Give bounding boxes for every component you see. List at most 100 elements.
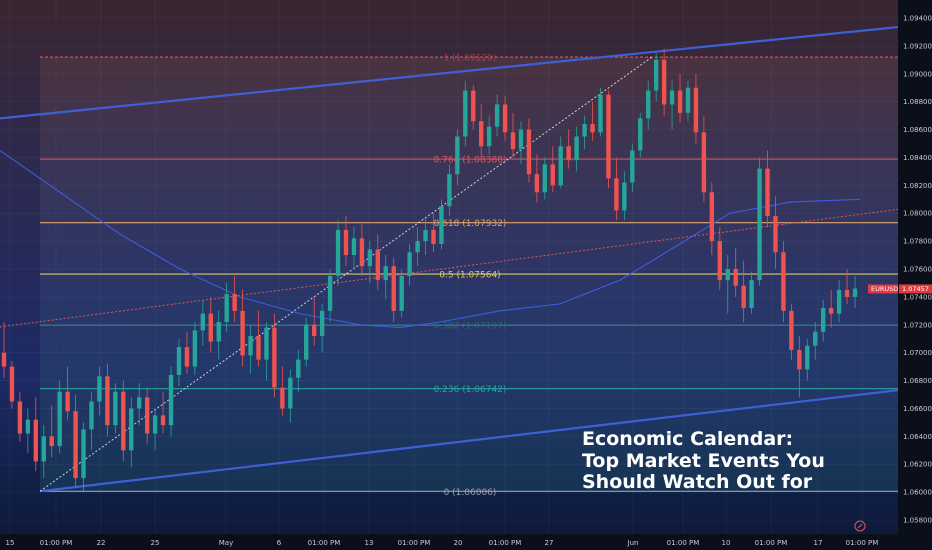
- x-tick-label: 01:00 PM: [489, 539, 522, 547]
- candle-body: [685, 87, 691, 113]
- candle-body: [335, 229, 341, 276]
- price-axis-ticks: 1.09400 1.09200 1.09000 1.08800 1.08600 1.084…: [903, 15, 932, 525]
- fib-label: 1 (1.09120): [444, 54, 497, 64]
- price-channel[interactable]: [0, 22, 932, 493]
- candle-body: [582, 123, 587, 137]
- candle-body: [81, 429, 86, 479]
- y-tick-label: 1.08200: [903, 182, 932, 190]
- y-tick-label: 1.09400: [903, 15, 932, 23]
- candle-body: [844, 289, 850, 297]
- candle-body: [598, 94, 603, 133]
- candle-body: [41, 436, 46, 462]
- candle-body: [805, 345, 810, 370]
- y-tick-label: 1.08800: [903, 98, 932, 106]
- x-tick-label: 01:00 PM: [308, 539, 341, 547]
- x-tick-label: 25: [151, 539, 160, 547]
- candle-body: [852, 288, 858, 297]
- y-tick-label: 1.08400: [903, 154, 932, 162]
- y-tick-label: 1.08600: [903, 126, 932, 134]
- candle-body: [97, 376, 102, 402]
- candle-body: [272, 327, 277, 388]
- candle-body: [65, 391, 70, 412]
- candle-body: [383, 266, 388, 281]
- fib-label: 0.618 (1.07932): [434, 219, 507, 229]
- candle-body: [367, 249, 373, 267]
- settings-icon[interactable]: [854, 520, 866, 532]
- candle-body: [789, 310, 794, 350]
- fib-trend-line[interactable]: [39, 56, 653, 492]
- headline: Economic Calendar: Top Market Events You…: [582, 428, 825, 493]
- candle-body: [661, 59, 667, 105]
- candle-body: [17, 401, 23, 434]
- candle-body: [820, 308, 826, 332]
- candle-body: [447, 174, 452, 207]
- candle-body: [471, 90, 476, 122]
- candle-body: [192, 330, 198, 367]
- y-tick-label: 1.06600: [903, 405, 932, 413]
- candle-body: [574, 136, 579, 161]
- x-tick-label: 01:00 PM: [667, 539, 700, 547]
- candle-body: [399, 275, 404, 311]
- fib-label: 0 (1.06006): [444, 488, 497, 498]
- x-tick-label: 17: [814, 539, 823, 547]
- x-tick-label: 01:00 PM: [755, 539, 788, 547]
- candle-body: [256, 335, 261, 360]
- candle-body: [630, 150, 635, 183]
- x-tick-label: 22: [97, 539, 106, 547]
- last-price-value: 1.07457: [902, 285, 929, 293]
- candle-body: [105, 376, 110, 426]
- x-tick-label: 6: [277, 539, 282, 547]
- candle-body: [288, 377, 293, 409]
- candle-body: [646, 90, 651, 119]
- candle-body: [526, 129, 532, 175]
- y-tick-label: 1.07000: [903, 349, 932, 357]
- candle-body: [638, 118, 643, 151]
- candle-body: [757, 168, 762, 281]
- candle-body: [359, 238, 365, 267]
- candle-body: [224, 294, 229, 322]
- candlesticks: [1, 48, 858, 491]
- channel-lower-line[interactable]: [39, 385, 932, 493]
- x-tick-label: 01:00 PM: [40, 539, 73, 547]
- y-tick-label: 1.07400: [903, 293, 932, 301]
- candle-body: [25, 419, 31, 434]
- candle-body: [89, 401, 94, 430]
- x-tick-label: 10: [722, 539, 731, 547]
- candle-body: [693, 87, 699, 133]
- price-axis[interactable]: [898, 0, 932, 550]
- x-tick-label: 13: [365, 539, 374, 547]
- fib-label: 0.5 (1.07564): [439, 271, 500, 281]
- x-tick-label: Jun: [627, 539, 639, 547]
- candle-body: [351, 238, 357, 256]
- y-tick-label: 1.07200: [903, 321, 932, 329]
- x-tick-label: 01:00 PM: [398, 539, 431, 547]
- candle-body: [248, 335, 253, 356]
- candle-body: [216, 321, 221, 342]
- y-tick-label: 1.06200: [903, 461, 932, 469]
- candle-body: [653, 59, 659, 91]
- candle-body: [423, 229, 428, 242]
- candle-body: [709, 192, 715, 242]
- candle-body: [797, 349, 802, 370]
- time-axis[interactable]: [0, 534, 932, 550]
- candle-body: [479, 121, 484, 147]
- candle-body: [152, 415, 158, 434]
- candle-body: [741, 285, 746, 309]
- candle-body: [463, 90, 468, 137]
- candle-body: [566, 146, 571, 161]
- fibonacci-levels: 0 (1.06006) 0.236 (1.06742) 0.382 (1.07197…: [40, 54, 898, 498]
- candle-body: [439, 206, 444, 244]
- candle-body: [765, 168, 770, 217]
- candle-body: [606, 94, 611, 179]
- svg-text:EURUSD: EURUSD: [871, 285, 898, 293]
- channel-upper-line[interactable]: [0, 22, 932, 120]
- candle-body: [200, 313, 206, 331]
- x-tick-label: 27: [545, 539, 554, 547]
- y-tick-label: 1.05800: [903, 517, 932, 525]
- candle-body: [415, 241, 420, 253]
- channel-mid-line[interactable]: [0, 204, 932, 328]
- candle-body: [240, 310, 245, 356]
- candle-body: [773, 216, 778, 253]
- candle-body: [327, 275, 333, 311]
